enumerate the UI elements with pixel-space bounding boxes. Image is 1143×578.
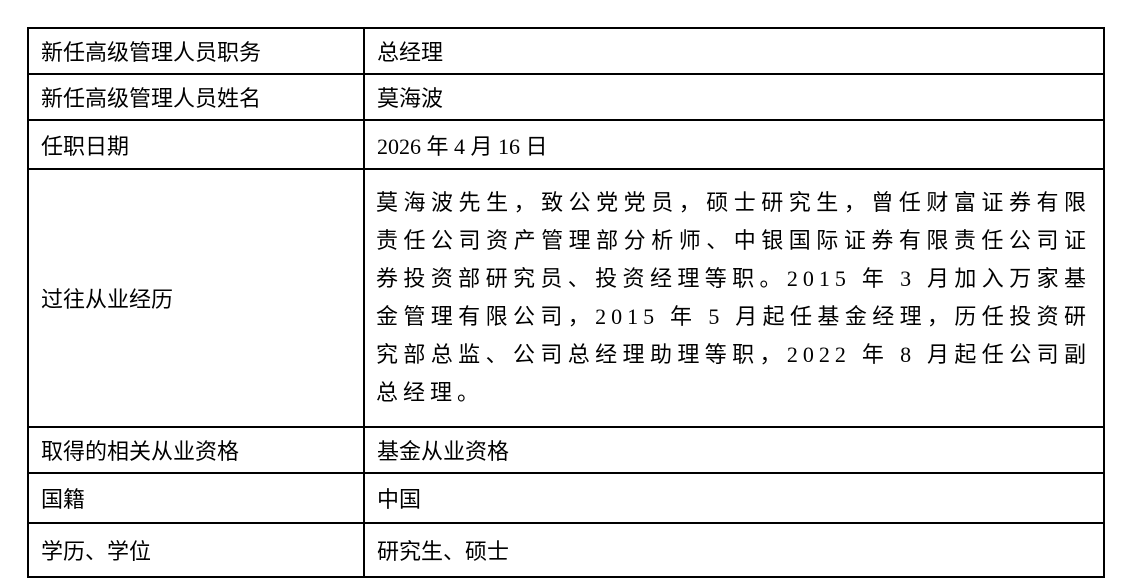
table-row: 过往从业经历 莫海波先生，致公党党员，硕士研究生，曾任财富证券有限责任公司资产管…	[27, 168, 1105, 428]
field-value: 基金从业资格	[363, 426, 1105, 474]
field-value: 莫海波先生，致公党党员，硕士研究生，曾任财富证券有限责任公司资产管理部分析师、中…	[363, 168, 1105, 428]
field-value: 莫海波	[363, 73, 1105, 121]
field-label: 任职日期	[27, 119, 365, 170]
table-row: 学历、学位 研究生、硕士	[27, 522, 1105, 578]
field-label: 国籍	[27, 472, 365, 524]
field-label: 新任高级管理人员姓名	[27, 73, 365, 121]
table-row: 任职日期 2026 年 4 月 16 日	[27, 119, 1105, 170]
appointment-info-table: 新任高级管理人员职务 总经理 新任高级管理人员姓名 莫海波 任职日期 2026 …	[27, 27, 1105, 578]
appointment-info-table-body: 新任高级管理人员职务 总经理 新任高级管理人员姓名 莫海波 任职日期 2026 …	[27, 27, 1105, 578]
field-label: 过往从业经历	[27, 168, 365, 428]
field-label: 学历、学位	[27, 522, 365, 578]
table-row: 新任高级管理人员职务 总经理	[27, 27, 1105, 75]
field-value: 总经理	[363, 27, 1105, 75]
field-value: 中国	[363, 472, 1105, 524]
table-row: 新任高级管理人员姓名 莫海波	[27, 73, 1105, 121]
table-row: 取得的相关从业资格 基金从业资格	[27, 426, 1105, 474]
field-label: 取得的相关从业资格	[27, 426, 365, 474]
field-value: 研究生、硕士	[363, 522, 1105, 578]
table-row: 国籍 中国	[27, 472, 1105, 524]
field-value: 2026 年 4 月 16 日	[363, 119, 1105, 170]
field-label: 新任高级管理人员职务	[27, 27, 365, 75]
